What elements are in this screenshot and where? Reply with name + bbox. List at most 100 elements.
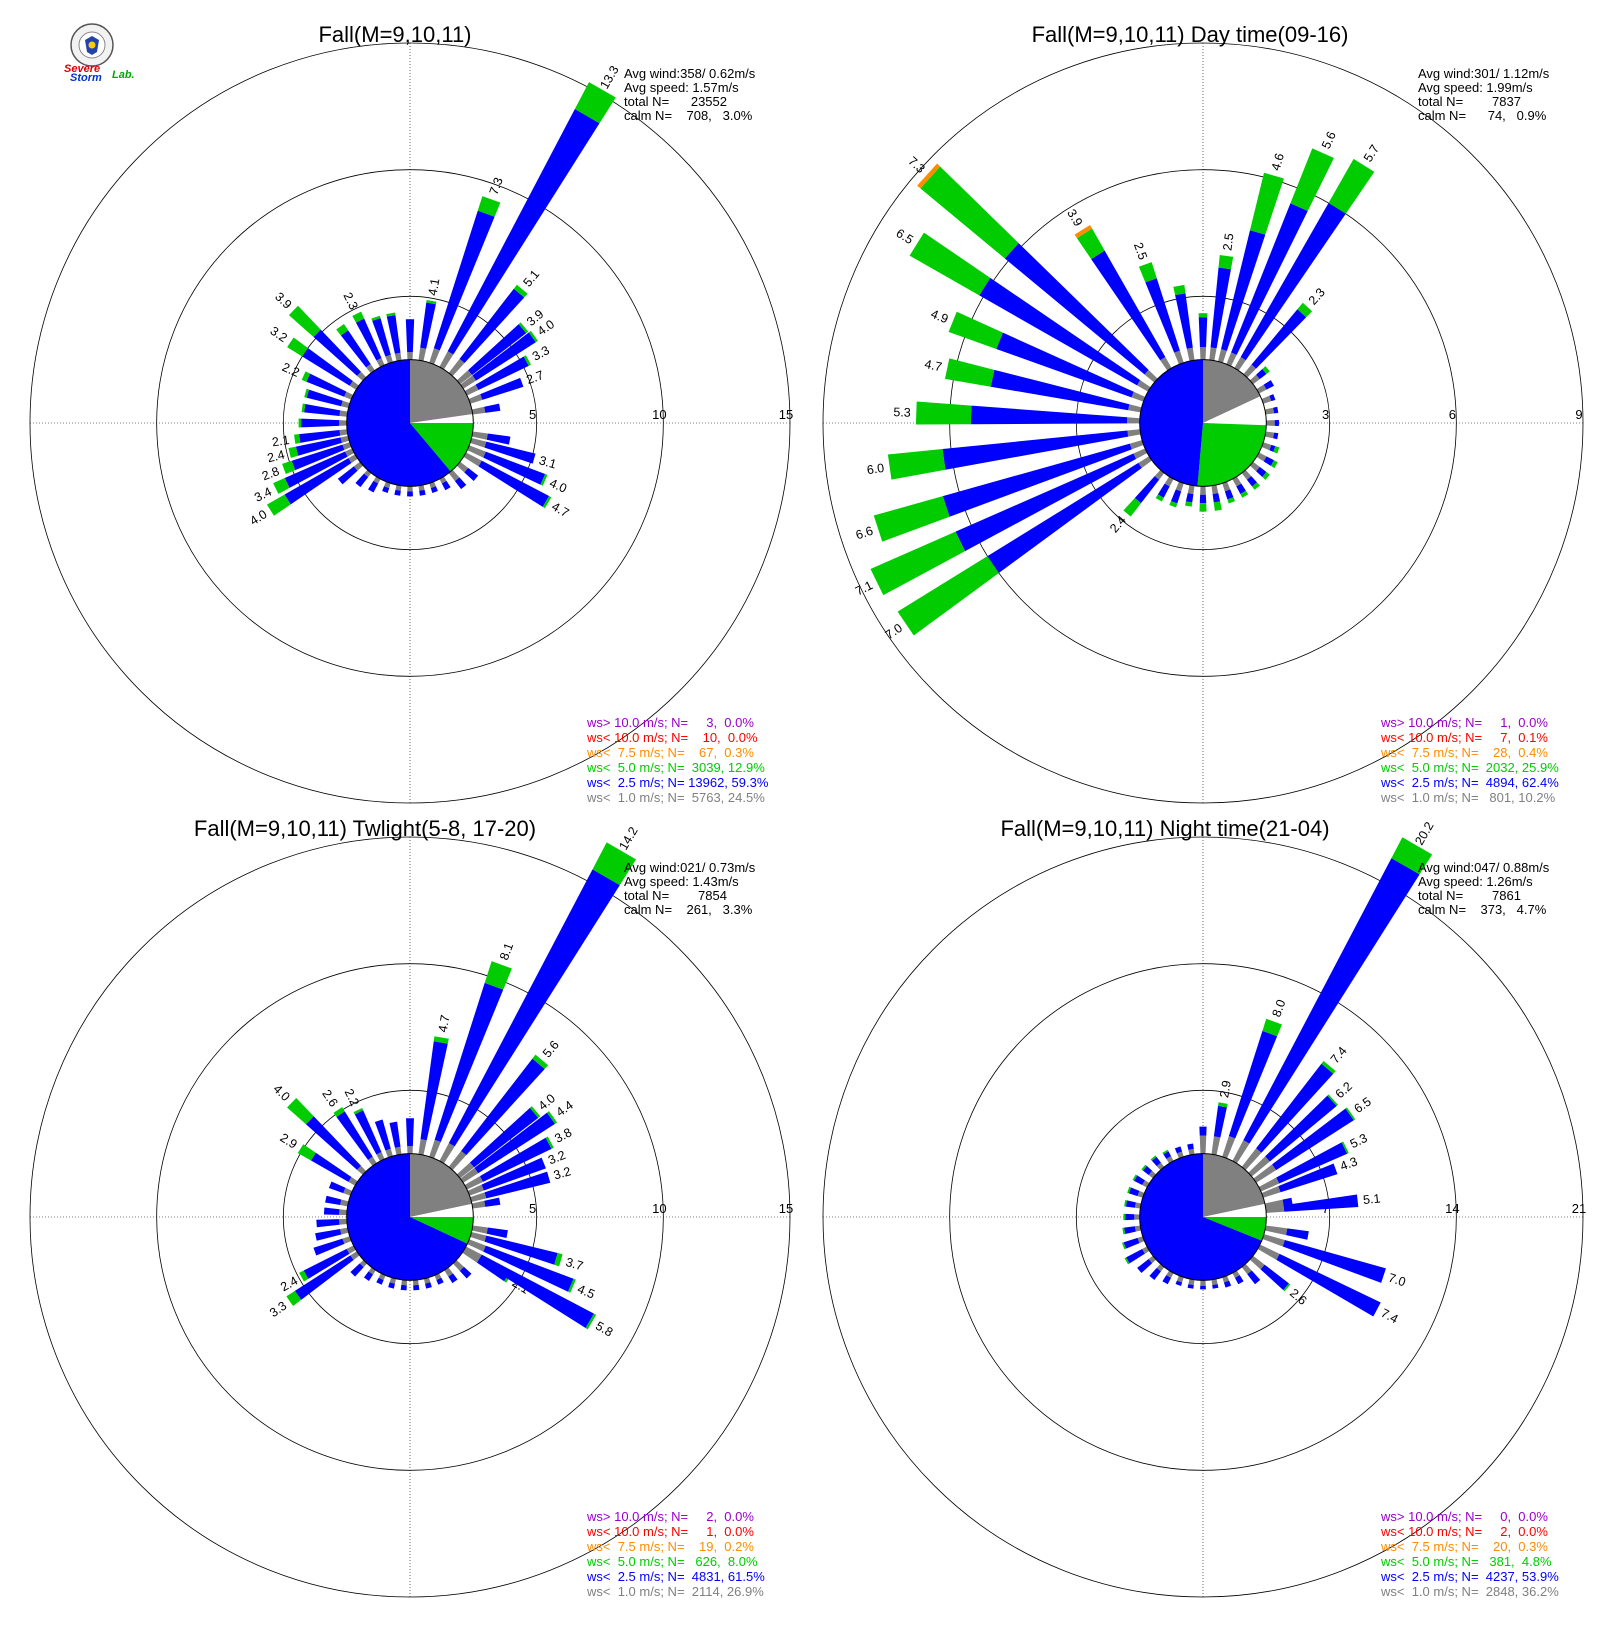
legend-entry: ws< 5.0 m/s; N= 3039, 12.9% (586, 760, 765, 775)
sector-segment (343, 1187, 353, 1196)
sector-segment (385, 1148, 393, 1158)
sector-bar (1264, 1225, 1309, 1240)
sector-segment (1198, 313, 1208, 318)
sector-segment (1176, 1275, 1184, 1283)
sector-label: 4.7 (549, 499, 571, 520)
sector-bar (915, 401, 1140, 425)
sector-segment (418, 484, 425, 491)
sector-segment (1260, 1264, 1289, 1291)
sector-bar (1211, 484, 1222, 511)
sector-bar (286, 1251, 360, 1307)
sector-segment (1127, 417, 1140, 424)
sector-segment (463, 452, 482, 467)
sector-bar (463, 1246, 597, 1330)
sector-bar (1257, 1244, 1381, 1317)
sector-segment (1164, 476, 1174, 487)
sector-segment (870, 531, 966, 596)
sector-segment (987, 462, 1142, 573)
sector-segment (1241, 1148, 1262, 1171)
sector-bar (323, 1207, 348, 1216)
sector-segment (464, 384, 479, 396)
stats-line: calm N= 373, 4.7% (1418, 902, 1547, 917)
sector-bar (944, 358, 1142, 413)
sector-segment (1138, 456, 1152, 468)
sector-segment (1134, 1202, 1142, 1209)
sector-segment (1222, 1135, 1236, 1159)
sector-segment (1246, 476, 1257, 487)
sector-segment (349, 381, 359, 390)
calm-slice (410, 414, 474, 423)
sector-segment (1240, 490, 1249, 498)
sector-segment (1187, 484, 1195, 495)
sector-bar (439, 842, 637, 1164)
sector-bar (287, 1097, 367, 1175)
legend-entry: ws< 2.5 m/s; N= 4237, 53.9% (1380, 1569, 1559, 1584)
sector-segment (355, 318, 382, 361)
sector-segment (1185, 493, 1194, 503)
sector-segment (371, 315, 381, 321)
sector-segment (1232, 1140, 1250, 1164)
legend-entry: ws< 10.0 m/s; N= 7, 0.1% (1380, 730, 1548, 745)
sector-segment (441, 480, 451, 491)
legend-entry: ws< 2.5 m/s; N= 4894, 62.4% (1380, 775, 1559, 790)
sector-segment (407, 491, 413, 497)
sector-segment (1256, 369, 1267, 380)
sector-bar (1222, 1018, 1282, 1159)
sector-segment (996, 332, 1134, 398)
stats-line: Avg speed: 1.43m/s (624, 874, 739, 889)
sector-segment (1174, 1146, 1183, 1154)
sector-segment (288, 446, 299, 458)
sector-segment (1213, 1105, 1227, 1138)
sector-label: 3.2 (552, 1164, 573, 1182)
sector-segment (1231, 203, 1308, 355)
legend-entry: ws< 5.0 m/s; N= 626, 8.0% (586, 1554, 758, 1569)
sector-bar (1234, 158, 1375, 371)
sector-segment (463, 1246, 482, 1261)
sector-label: 2.9 (1217, 1079, 1234, 1099)
sector-segment (339, 1218, 348, 1225)
sector-segment (1263, 380, 1275, 390)
sector-label: 3.3 (267, 1299, 289, 1320)
sector-label: 4.6 (1269, 152, 1287, 173)
sector-segment (407, 1146, 413, 1154)
sector-label: 20.2 (1412, 819, 1436, 847)
calm-slice (410, 423, 474, 472)
legend-entry: ws< 1.0 m/s; N= 2114, 26.9% (586, 1584, 764, 1599)
legend-entry: ws< 2.5 m/s; N= 4831, 61.5% (586, 1569, 765, 1584)
sector-bar (439, 82, 616, 370)
sector-segment (529, 1106, 541, 1118)
sector-segment (1125, 1200, 1136, 1208)
sector-label: 4.0 (547, 476, 569, 496)
stats-line: Avg speed: 1.99m/s (1418, 80, 1533, 95)
sector-segment (434, 982, 504, 1142)
sector-segment (1228, 1030, 1278, 1139)
sector-bar (1253, 1107, 1356, 1183)
sector-segment (917, 163, 941, 189)
sector-bar (887, 429, 1141, 480)
sector-segment (1262, 472, 1270, 480)
sector-segment (354, 1110, 382, 1155)
calm-slice (1203, 359, 1261, 423)
sector-label: 4.7 (923, 357, 943, 374)
sector-label: 2.2 (342, 1087, 362, 1109)
sector-segment (1134, 1175, 1145, 1186)
calm-slice (410, 359, 473, 423)
range-ring (1075, 1089, 1331, 1345)
sector-segment (1173, 284, 1186, 296)
sector-segment (545, 1136, 554, 1149)
sector-segment (1124, 1257, 1130, 1265)
sector-bar (266, 454, 358, 516)
sector-bar (353, 1107, 385, 1162)
sector-segment (1126, 1248, 1145, 1264)
sector-bar (1248, 1094, 1339, 1177)
sector-segment (310, 1152, 352, 1182)
sector-label: 4.0 (247, 507, 269, 528)
sector-segment (339, 410, 348, 417)
sector-label: 8.0 (1269, 998, 1288, 1019)
sector-segment (468, 324, 527, 375)
sector-segment (1200, 1285, 1206, 1290)
calm-slice (1203, 396, 1267, 426)
sector-segment (909, 232, 991, 296)
sector-segment (426, 299, 437, 305)
sector-bar (352, 311, 385, 368)
